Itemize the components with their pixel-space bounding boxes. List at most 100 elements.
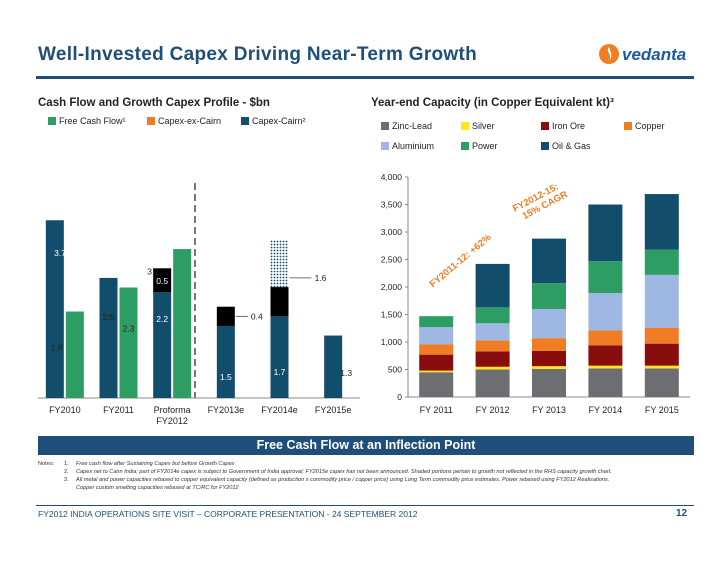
right-legend-item: Oil & Gas bbox=[541, 141, 591, 151]
stacked-segment-power bbox=[644, 249, 679, 275]
bar-capex-ex-cairn bbox=[216, 325, 235, 398]
logo-flame-icon bbox=[599, 44, 619, 64]
data-label: 1.3 bbox=[340, 368, 352, 378]
footer-text: FY2012 INDIA OPERATIONS SITE VISIT – COR… bbox=[38, 509, 418, 519]
left-legend-item: Capex-ex-Cairn bbox=[147, 116, 221, 126]
stacked-segment-copper bbox=[644, 327, 679, 344]
legend-label: Zinc-Lead bbox=[392, 121, 433, 131]
right-legend-item: Iron Ore bbox=[541, 121, 585, 131]
bar-free-cash-flow bbox=[65, 311, 84, 398]
legend-swatch bbox=[381, 142, 389, 150]
footnote-text: Free cash flow after Sustaining Capex bu… bbox=[76, 461, 235, 467]
stacked-segment-iron-ore bbox=[588, 345, 623, 366]
bar-capex-ex-cairn bbox=[153, 292, 172, 398]
y-tick-label: 3,000 bbox=[381, 227, 403, 237]
left-legend-item: Capex-Cairn² bbox=[241, 116, 306, 126]
footnote-number: 2. bbox=[64, 469, 69, 475]
legend-label: Oil & Gas bbox=[552, 141, 591, 151]
legend-label: Power bbox=[472, 141, 498, 151]
right-legend-item: Copper bbox=[624, 121, 665, 131]
right-legend-item: Zinc-Lead bbox=[381, 121, 432, 131]
data-label: 0.4 bbox=[251, 311, 263, 321]
footnote-number: 1. bbox=[64, 461, 69, 467]
stacked-segment-power bbox=[475, 307, 510, 324]
stacked-segment-iron-ore bbox=[532, 350, 566, 367]
legend-label: Capex-ex-Cairn bbox=[158, 116, 222, 126]
stacked-segment-copper bbox=[419, 344, 454, 355]
stacked-segment-zinc-lead bbox=[644, 368, 679, 397]
stacked-segment-copper bbox=[532, 338, 566, 351]
stacked-segment-copper bbox=[475, 340, 510, 352]
stacked-segment-oil-gas bbox=[475, 263, 510, 308]
bar-free-cash-flow bbox=[119, 287, 138, 398]
right-legend-item: Power bbox=[461, 141, 498, 151]
right-legend-item: Aluminium bbox=[381, 141, 434, 151]
stacked-segment-aluminium bbox=[532, 309, 566, 339]
y-tick-label: 500 bbox=[388, 365, 402, 375]
stacked-segment-zinc-lead bbox=[419, 372, 454, 397]
stacked-segment-oil-gas bbox=[532, 238, 566, 284]
legend-swatch bbox=[461, 142, 469, 150]
data-label: 1.6 bbox=[315, 273, 327, 283]
footnote-text: All metal and power capacities rebased t… bbox=[76, 477, 610, 483]
stacked-segment-aluminium bbox=[588, 293, 623, 331]
legend-swatch bbox=[541, 122, 549, 130]
y-tick-label: 2,000 bbox=[381, 282, 403, 292]
stacked-segment-zinc-lead bbox=[475, 369, 510, 397]
title-divider bbox=[36, 76, 694, 79]
stacked-segment-silver bbox=[644, 365, 679, 369]
stacked-segment-silver bbox=[419, 370, 454, 373]
y-tick-label: 3,500 bbox=[381, 200, 403, 210]
stacked-segment-aluminium bbox=[644, 274, 679, 328]
growth-annotation: FY2012-15:15% CAGR bbox=[511, 179, 570, 224]
stacked-segment-silver bbox=[475, 366, 510, 370]
x-tick-label: FY 2012 bbox=[476, 405, 510, 415]
footnote: 2. Capex net to Cairn India; part of FY20… bbox=[64, 469, 696, 475]
legend-label: Free Cash Flow¹ bbox=[59, 116, 126, 126]
y-tick-label: 1,500 bbox=[381, 310, 403, 320]
stacked-segment-oil-gas bbox=[588, 204, 623, 262]
legend-swatch bbox=[461, 122, 469, 130]
data-label: 0.5 bbox=[156, 276, 168, 286]
left-legend-item: Free Cash Flow¹ bbox=[48, 116, 126, 126]
bar-capex-ex-cairn bbox=[45, 220, 64, 398]
right-legend-item: Silver bbox=[461, 121, 495, 131]
bar-capex-ex-cairn bbox=[324, 335, 343, 398]
bar-free-cash-flow bbox=[173, 249, 192, 398]
data-label: 2.2 bbox=[156, 314, 168, 324]
stacked-segment-oil-gas bbox=[644, 194, 679, 250]
footnote: 1. Free cash flow after Sustaining Capex … bbox=[64, 461, 696, 467]
bar-capex-cairn bbox=[153, 268, 172, 293]
y-tick-label: 0 bbox=[397, 392, 402, 402]
footnote-text: Capex net to Cairn India; part of FY2014… bbox=[76, 469, 612, 475]
legend-swatch bbox=[48, 117, 56, 125]
legend-swatch bbox=[241, 117, 249, 125]
legend-swatch bbox=[147, 117, 155, 125]
data-label: 1.5 bbox=[220, 372, 232, 382]
stacked-segment-aluminium bbox=[419, 327, 454, 345]
stacked-segment-zinc-lead bbox=[588, 368, 623, 397]
data-label: 2.3 bbox=[123, 324, 135, 334]
vedanta-logo: vedanta bbox=[598, 43, 708, 69]
bar-capex-ex-cairn bbox=[99, 277, 118, 398]
stacked-segment-power bbox=[419, 316, 454, 328]
footnote-number: 3. bbox=[64, 477, 69, 483]
legend-label: Copper bbox=[635, 121, 665, 131]
x-tick-label: FY2013e bbox=[208, 405, 245, 415]
stacked-segment-zinc-lead bbox=[532, 368, 566, 397]
y-tick-label: 2,500 bbox=[381, 255, 403, 265]
legend-swatch bbox=[381, 122, 389, 130]
x-tick-label: Proforma bbox=[154, 405, 191, 415]
footnote-text: Copper custom smelting capacities rebase… bbox=[76, 485, 239, 491]
x-tick-label: FY2010 bbox=[49, 405, 81, 415]
stacked-segment-power bbox=[532, 283, 566, 309]
legend-label: Iron Ore bbox=[552, 121, 586, 131]
x-tick-label: FY2014e bbox=[261, 405, 298, 415]
y-tick-label: 1,000 bbox=[381, 337, 403, 347]
bar-capex-cairn-solid bbox=[270, 287, 289, 317]
footnote: 3. All metal and power capacities rebased… bbox=[64, 477, 696, 483]
x-tick-label: FY 2015 bbox=[645, 405, 679, 415]
page-title: Well-Invested Capex Driving Near-Term Gr… bbox=[38, 44, 478, 65]
